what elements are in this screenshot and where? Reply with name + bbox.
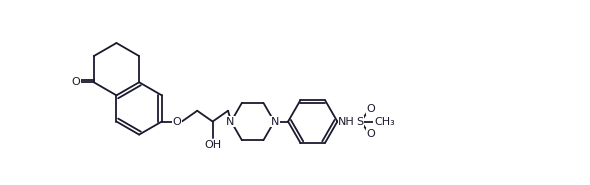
Text: OH: OH xyxy=(204,140,221,150)
Text: N: N xyxy=(226,117,235,127)
Text: O: O xyxy=(72,77,80,87)
Text: O: O xyxy=(367,129,376,139)
Text: N: N xyxy=(271,117,279,127)
Text: CH₃: CH₃ xyxy=(374,117,395,127)
Text: NH: NH xyxy=(338,117,355,127)
Text: S: S xyxy=(356,117,363,127)
Text: O: O xyxy=(173,117,182,127)
Text: O: O xyxy=(367,104,376,114)
